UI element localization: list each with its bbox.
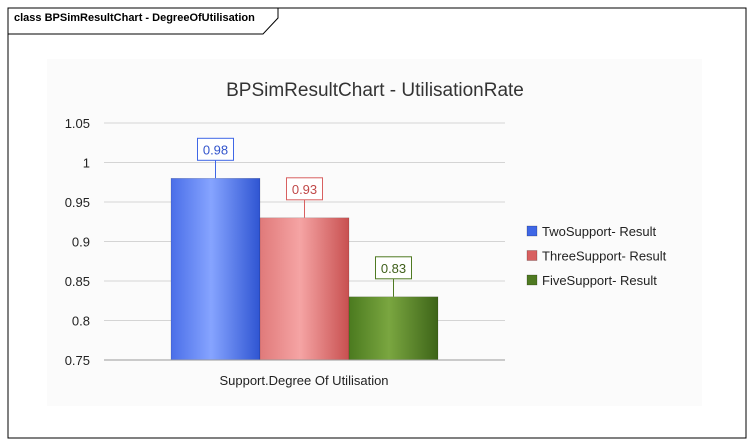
y-tick-label: 0.8 (72, 314, 90, 329)
data-label: 0.83 (381, 261, 406, 276)
y-tick-label: 0.85 (65, 274, 90, 289)
y-axis-ticks: 1.05 1 0.95 0.9 0.85 0.8 0.75 (65, 116, 90, 368)
data-labels: 0.98 0.93 0.83 (197, 137, 412, 297)
bar-3 (348, 296, 439, 361)
y-tick-label: 1.05 (65, 116, 90, 131)
y-tick-label: 0.95 (65, 195, 90, 210)
legend-swatch (526, 274, 538, 286)
legend-label: ThreeSupport- Result (542, 249, 667, 264)
x-category-label: Support.Degree Of Utilisation (219, 373, 388, 388)
data-label: 0.98 (203, 142, 228, 157)
data-label-box (286, 177, 323, 201)
frame-border (7, 7, 747, 439)
y-tick-label: 0.9 (72, 235, 90, 250)
legend-swatch (526, 225, 538, 237)
y-tick-label: 1 (83, 156, 90, 171)
data-label-box (197, 137, 234, 161)
y-tick-label: 0.75 (65, 353, 90, 368)
legend-label: FiveSupport- Result (542, 273, 657, 288)
bar-1 (170, 178, 261, 361)
legend: TwoSupport- Result ThreeSupport- Result Fi… (526, 224, 667, 288)
legend-swatch (526, 250, 538, 261)
bar-2 (259, 217, 350, 361)
diagram-tab-label: class BPSimResultChart - DegreeOfUtilisa… (14, 12, 255, 24)
data-label: 0.93 (292, 182, 317, 197)
data-label-box (375, 256, 412, 280)
chart-title: BPSimResultChart - UtilisationRate (226, 80, 524, 101)
legend-label: TwoSupport- Result (542, 224, 657, 239)
